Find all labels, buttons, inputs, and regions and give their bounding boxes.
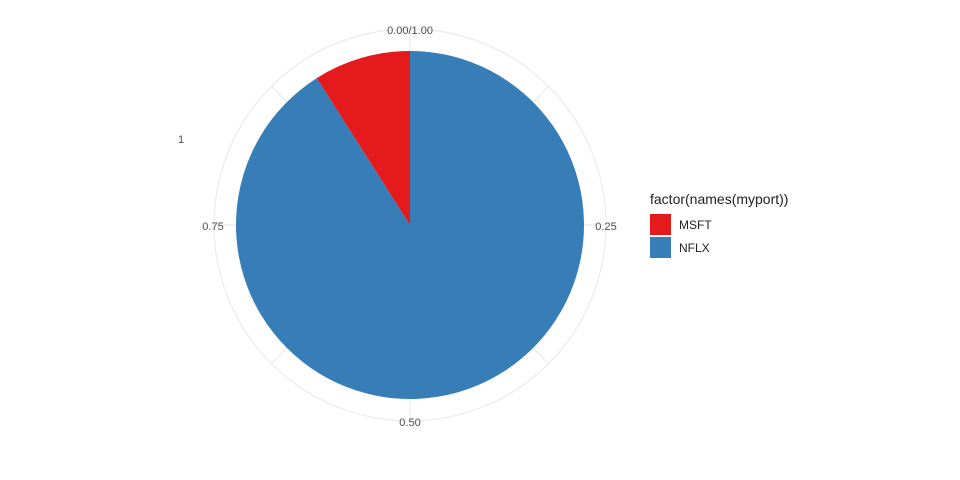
tick-label-1: 1 xyxy=(178,134,184,146)
legend-key-nflx xyxy=(650,237,671,258)
pie-slices xyxy=(235,51,584,399)
legend-key-msft xyxy=(650,214,671,235)
legend-title: factor(names(myport)) xyxy=(650,191,789,207)
tick-label-075: 0.75 xyxy=(202,221,223,233)
legend-item-msft: MSFT xyxy=(650,213,788,236)
angle-tick-labels: 0.00/1.00 0.25 0.50 0.75 1 xyxy=(178,25,617,429)
legend-label-msft: MSFT xyxy=(679,217,712,232)
legend-label-nflx: NFLX xyxy=(679,240,710,255)
pie-slice-msft xyxy=(316,51,410,225)
tick-label-0: 0.00/1.00 xyxy=(387,25,433,37)
tick-label-025: 0.25 xyxy=(595,221,616,233)
tick-label-050: 0.50 xyxy=(399,417,420,429)
legend-item-nflx: NFLX xyxy=(650,236,788,259)
legend: factor(names(myport)) MSFT NFLX xyxy=(650,191,788,259)
